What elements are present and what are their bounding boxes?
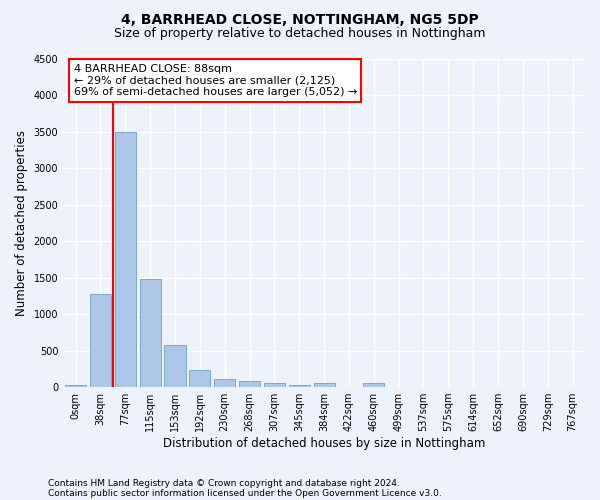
Text: Contains public sector information licensed under the Open Government Licence v3: Contains public sector information licen… <box>48 488 442 498</box>
Y-axis label: Number of detached properties: Number of detached properties <box>15 130 28 316</box>
Text: Contains HM Land Registry data © Crown copyright and database right 2024.: Contains HM Land Registry data © Crown c… <box>48 478 400 488</box>
Bar <box>189 370 211 387</box>
Text: 4, BARRHEAD CLOSE, NOTTINGHAM, NG5 5DP: 4, BARRHEAD CLOSE, NOTTINGHAM, NG5 5DP <box>121 12 479 26</box>
Bar <box>289 384 310 387</box>
Bar <box>239 381 260 387</box>
Bar <box>363 383 385 387</box>
Bar <box>115 132 136 387</box>
Bar <box>164 345 185 387</box>
Bar <box>214 378 235 387</box>
Text: 4 BARRHEAD CLOSE: 88sqm
← 29% of detached houses are smaller (2,125)
69% of semi: 4 BARRHEAD CLOSE: 88sqm ← 29% of detache… <box>74 64 357 97</box>
Text: Size of property relative to detached houses in Nottingham: Size of property relative to detached ho… <box>114 28 486 40</box>
Bar <box>314 383 335 387</box>
Bar <box>140 279 161 387</box>
Bar <box>65 385 86 387</box>
X-axis label: Distribution of detached houses by size in Nottingham: Distribution of detached houses by size … <box>163 437 485 450</box>
Bar <box>264 383 285 387</box>
Bar <box>90 294 111 387</box>
